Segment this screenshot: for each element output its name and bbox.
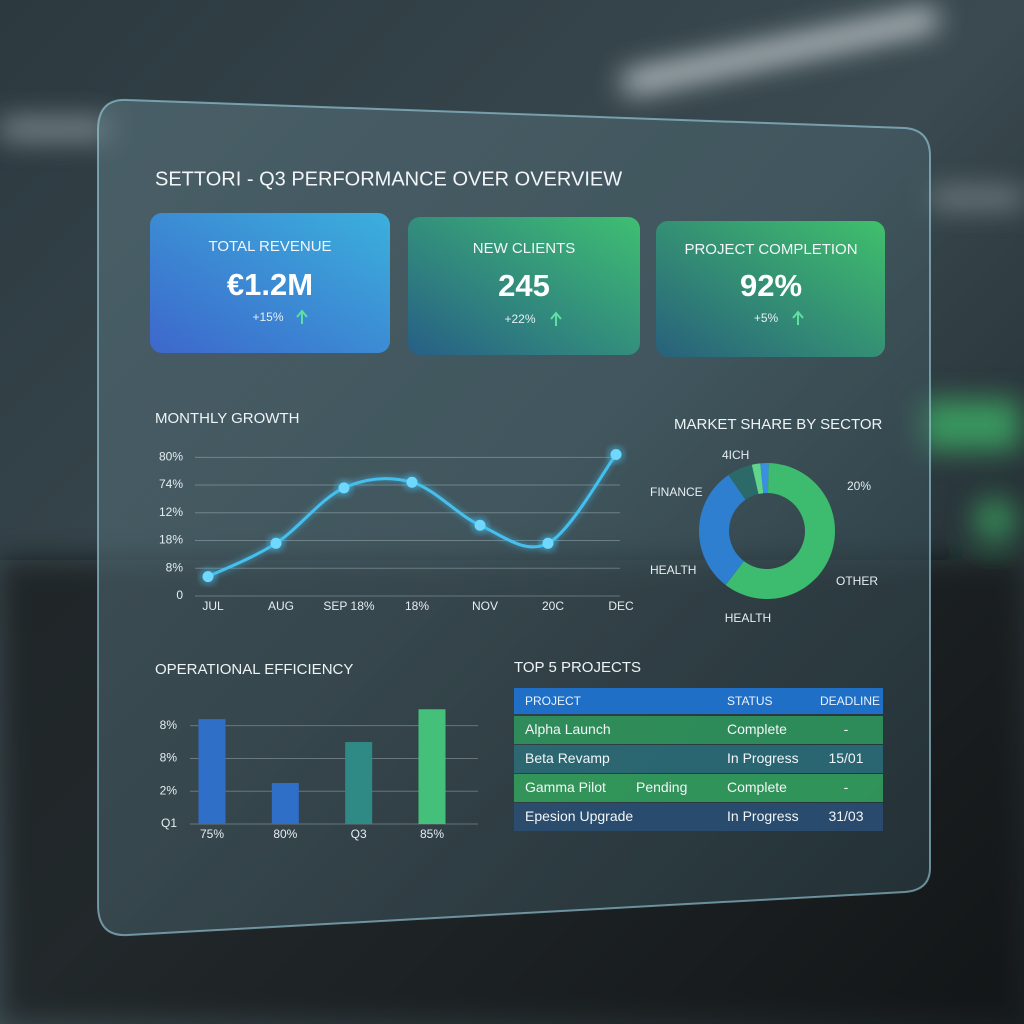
kpi-value: €1.2M [227, 267, 313, 302]
x-tick-label: 75% [200, 827, 224, 841]
table-row-bg [514, 716, 883, 744]
cell-status: In Progress [727, 750, 799, 766]
point [542, 537, 554, 549]
y-tick-label: Q1 [161, 816, 177, 830]
point [202, 571, 214, 583]
cell-project: Epesion Upgrade [525, 808, 633, 824]
y-tick-label: 74% [159, 477, 183, 491]
y-tick-label: 8% [160, 751, 178, 765]
y-tick-label: 80% [159, 449, 183, 463]
cell-deadline: 31/03 [828, 808, 863, 824]
cell-note: Pending [636, 779, 687, 795]
donut-label: 20% [847, 479, 871, 493]
donut-segment [699, 474, 746, 585]
kpi-title: TOTAL REVENUE [208, 238, 331, 255]
kpi-value: 245 [498, 268, 550, 303]
table-row-bg [514, 745, 883, 773]
donut-label: HEALTH [725, 611, 771, 625]
x-tick-label: 18% [405, 599, 429, 613]
donut-segment [728, 464, 759, 500]
donut-segment [725, 463, 835, 600]
donut-segment [760, 463, 769, 494]
point [474, 519, 486, 531]
donut-label: OTHER [836, 574, 878, 588]
x-tick-label: SEP 18% [323, 599, 374, 613]
x-tick-label: NOV [472, 599, 498, 613]
point [270, 537, 282, 549]
y-tick-label: 8% [166, 560, 184, 574]
kpi-value: 92% [740, 268, 802, 303]
column-header: STATUS [727, 694, 773, 708]
kpi-card-bg [150, 213, 390, 353]
up-arrow [792, 310, 804, 325]
table-row-bg [514, 774, 883, 802]
y-tick-label: 12% [159, 505, 183, 519]
cell-project: Gamma Pilot [525, 779, 606, 795]
donut-label: 4ICH [722, 448, 749, 462]
kpi-change: +22% [504, 312, 535, 326]
cell-project: Beta Revamp [525, 750, 610, 766]
y-tick-label: 0 [176, 588, 183, 602]
bar [271, 783, 299, 824]
column-header: PROJECT [525, 694, 582, 708]
cell-deadline: 15/01 [828, 750, 863, 766]
table-header-bg [514, 688, 883, 714]
cell-status: Complete [727, 721, 787, 737]
up-arrow [296, 309, 308, 324]
y-tick-label: 18% [159, 533, 183, 547]
kpi-card: NEW CLIENTS 245 +22% [408, 217, 640, 355]
y-tick-label: 8% [160, 718, 178, 732]
x-tick-label: JUL [202, 599, 224, 613]
x-tick-label: DEC [608, 599, 634, 613]
cell-status: Complete [727, 779, 787, 795]
donut-label: HEALTH [650, 563, 696, 577]
x-tick-label: 20C [542, 599, 564, 613]
up-arrow [550, 311, 562, 326]
dashboard-title: SETTORI - Q3 PERFORMANCE OVER OVERVIEW [155, 168, 622, 190]
kpi-card: TOTAL REVENUE €1.2M +15% [150, 213, 390, 353]
kpi-change: +15% [252, 310, 283, 324]
table-row-bg [514, 803, 883, 831]
kpi-change: +5% [754, 311, 779, 325]
x-tick-label: Q3 [351, 827, 367, 841]
kpi-title: NEW CLIENTS [473, 240, 576, 257]
cell-deadline: - [844, 779, 849, 795]
section-title: OPERATIONAL EFFICIENCY [155, 661, 353, 678]
point [610, 449, 622, 461]
section-title: MARKET SHARE BY SECTOR [674, 416, 883, 433]
section-title: MONTHLY GROWTH [155, 410, 299, 427]
kpi-card-bg [408, 217, 640, 355]
section-title: TOP 5 PROJECTS [514, 659, 641, 676]
donut-label: FINANCE [650, 485, 703, 499]
y-tick-label: 2% [160, 783, 178, 797]
bar [198, 719, 226, 824]
cell-project: Alpha Launch [525, 721, 611, 737]
kpi-card: PROJECT COMPLETION 92% +5% [656, 221, 885, 357]
cell-deadline: - [844, 721, 849, 737]
x-tick-label: 80% [273, 827, 297, 841]
cell-status: In Progress [727, 808, 799, 824]
bar [418, 709, 446, 824]
x-tick-label: 85% [420, 827, 444, 841]
column-header: DEADLINE [820, 694, 880, 708]
bar [345, 742, 373, 824]
donut-segment [751, 463, 764, 494]
point [338, 482, 350, 494]
kpi-card-bg [656, 221, 885, 357]
kpi-title: PROJECT COMPLETION [684, 241, 857, 258]
point [406, 476, 418, 488]
x-tick-label: AUG [268, 599, 294, 613]
